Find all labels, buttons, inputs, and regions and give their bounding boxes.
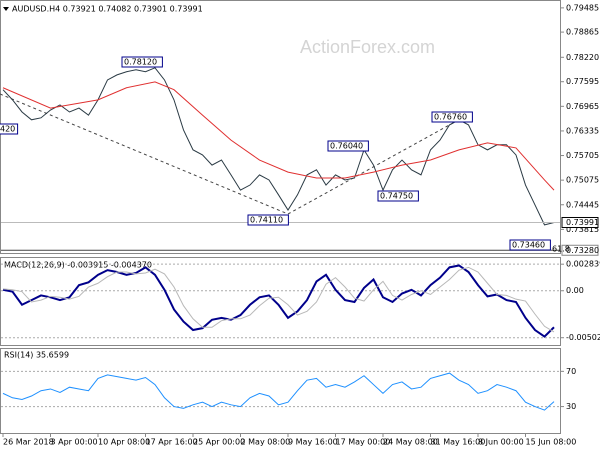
price-label: 0.73991 [566, 218, 599, 227]
trendline [0, 93, 289, 215]
chart-title: AUDUSD.H4 0.73921 0.74082 0.73901 0.7399… [12, 5, 203, 14]
x-tick-label: 17 May 00:00 [336, 438, 391, 447]
x-tick-label: 17 Apr 16:00 [146, 438, 198, 447]
y-tick-label: 0.002839 [566, 260, 600, 269]
annotation-box [431, 111, 473, 123]
x-tick-label: 3 Apr 00:00 [51, 438, 98, 447]
x-tick-label: 10 Apr 08:00 [98, 438, 150, 447]
annotation: 61.8 [552, 245, 570, 254]
annotation: 0.78120 [124, 58, 157, 67]
series-line [2, 372, 555, 411]
x-tick-label: 26 Mar 2018 [3, 438, 54, 447]
x-tick-label: 25 Apr 00:00 [193, 438, 245, 447]
x-tick-label: 24 May 08:00 [383, 438, 438, 447]
annotation-box [0, 123, 19, 135]
annotation-box [327, 140, 369, 152]
series-line [2, 264, 555, 338]
x-tick-label: 8 Jun 00:00 [478, 438, 524, 447]
annotation: 0.74750 [380, 192, 413, 201]
y-tick-label: 0.77595 [566, 77, 599, 86]
x-tick-label: 31 May 16:00 [431, 438, 486, 447]
series-line [2, 266, 555, 333]
y-tick-label: 0.00 [566, 286, 584, 295]
y-tick-label: 0.76335 [566, 126, 599, 135]
x-tick-label: 2 May 08:00 [241, 438, 291, 447]
annotation-box [509, 239, 551, 251]
y-tick-label: 0.73815 [566, 225, 599, 234]
annotation: 420 [0, 125, 15, 134]
annotation-box [121, 56, 163, 68]
price-box [561, 216, 599, 228]
y-tick-label: 0.75705 [566, 151, 599, 160]
y-tick-label: 30 [566, 402, 576, 411]
y-tick-label: 70 [566, 367, 576, 376]
rsi-title: RSI(14) 35.6599 [4, 351, 69, 360]
y-tick-label: 0.78220 [566, 53, 599, 62]
y-tick-label: 0.75075 [566, 176, 599, 185]
x-tick-label: 15 Jun 08:00 [526, 438, 577, 447]
annotation: 0.74110 [250, 216, 283, 225]
y-tick-label: -0.005021 [566, 333, 600, 342]
annotation-box [377, 190, 419, 202]
y-tick-label: 0.78865 [566, 28, 599, 37]
macd-title: MACD(12,26,9) -0.003915 -0.004370 [4, 261, 152, 270]
watermark: ActionForex.com [300, 37, 435, 57]
y-tick-label: 0.74445 [566, 200, 599, 209]
y-tick-label: 0.79485 [566, 3, 599, 12]
level-label: 0.73280 [566, 246, 599, 255]
symbol-icon [3, 7, 9, 11]
annotation: 0.73460 [512, 241, 545, 250]
rsi-panel [0, 348, 561, 434]
annotation-box [247, 214, 289, 226]
annotation: 0.76760 [434, 113, 467, 122]
macd-panel [0, 257, 561, 346]
series-line [2, 81, 555, 191]
annotation: 0.76040 [330, 142, 363, 151]
x-tick-label: 9 May 16:00 [288, 438, 338, 447]
y-tick-label: 0.76965 [566, 102, 599, 111]
level-box [561, 244, 599, 256]
